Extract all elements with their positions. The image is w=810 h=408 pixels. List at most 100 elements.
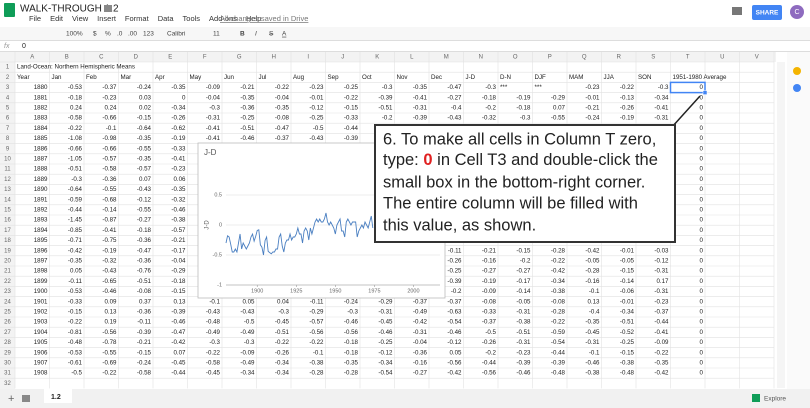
cell[interactable]: -0.01: [309, 94, 324, 101]
cell[interactable]: -0.81: [68, 329, 83, 336]
cell[interactable]: -0.38: [516, 319, 531, 326]
menu-item[interactable]: Insert: [97, 14, 117, 23]
cell[interactable]: -0.4: [451, 105, 462, 112]
cell[interactable]: -0.18: [137, 227, 152, 234]
cell[interactable]: -0.43: [206, 309, 221, 316]
cell[interactable]: -0.35: [137, 156, 152, 163]
cell[interactable]: -0.45: [275, 319, 290, 326]
avatar-initial[interactable]: C: [794, 9, 799, 16]
cell[interactable]: Nov: [397, 74, 409, 81]
menu-item[interactable]: Edit: [50, 14, 64, 23]
cell[interactable]: 1897: [34, 258, 48, 265]
cell[interactable]: -0.32: [482, 115, 497, 122]
cell[interactable]: -0.09: [482, 288, 497, 295]
cell[interactable]: -0.98: [102, 135, 117, 142]
cell[interactable]: -0.46: [240, 135, 255, 142]
cell[interactable]: -0.62: [171, 125, 186, 132]
cell[interactable]: -0.18: [516, 105, 531, 112]
cell[interactable]: -0.49: [240, 360, 255, 367]
cell[interactable]: -0.71: [68, 237, 83, 244]
cell[interactable]: -0.27: [516, 268, 531, 275]
cell[interactable]: -0.29: [378, 298, 393, 305]
cell[interactable]: Apr: [155, 74, 165, 81]
decimal-less[interactable]: .0: [117, 31, 123, 38]
cell[interactable]: -0.42: [654, 370, 669, 377]
cell[interactable]: Sep: [328, 74, 340, 81]
menu-item[interactable]: Add-ons: [209, 14, 237, 23]
cell[interactable]: 0.07: [173, 349, 186, 356]
avatar[interactable]: [790, 5, 804, 19]
cell[interactable]: -0.5: [244, 319, 255, 326]
cell[interactable]: -0.43: [309, 135, 324, 142]
cell[interactable]: 0: [700, 278, 704, 285]
cell[interactable]: 0.13: [104, 309, 117, 316]
cell[interactable]: -0.51: [620, 319, 635, 326]
cell[interactable]: -0.26: [620, 105, 635, 112]
cell[interactable]: -0.12: [137, 196, 152, 203]
cell[interactable]: -0.29: [551, 94, 566, 101]
cell[interactable]: -0.33: [482, 309, 497, 316]
cell[interactable]: -0.35: [171, 186, 186, 193]
cell[interactable]: 0: [700, 329, 704, 336]
cell[interactable]: -0.05: [585, 258, 600, 265]
share-label[interactable]: SHARE: [756, 10, 779, 17]
cell[interactable]: -0.19: [620, 115, 635, 122]
cell[interactable]: -0.51: [240, 125, 255, 132]
cell[interactable]: -0.49: [413, 309, 428, 316]
cell[interactable]: 1902: [34, 309, 48, 316]
cell[interactable]: -0.39: [551, 360, 566, 367]
cell[interactable]: 0: [700, 176, 704, 183]
cell[interactable]: -0.24: [585, 115, 600, 122]
cell[interactable]: -0.49: [206, 329, 221, 336]
cell[interactable]: 1898: [34, 268, 48, 275]
cell[interactable]: -0.3: [278, 309, 289, 316]
cell[interactable]: -0.53: [68, 349, 83, 356]
cell[interactable]: -0.45: [206, 370, 221, 377]
cell[interactable]: -0.28: [344, 370, 359, 377]
cell[interactable]: 0.13: [587, 298, 600, 305]
cell[interactable]: -0.33: [344, 115, 359, 122]
cell[interactable]: 1885: [34, 135, 48, 142]
cell[interactable]: -0.31: [378, 309, 393, 316]
cell[interactable]: -0.55: [102, 349, 117, 356]
cell[interactable]: 0.13: [173, 298, 186, 305]
cell[interactable]: -0.26: [275, 349, 290, 356]
cell[interactable]: -0.22: [68, 125, 83, 132]
cell[interactable]: 0: [700, 207, 704, 214]
cell[interactable]: 0.05: [70, 268, 83, 275]
cell[interactable]: -0.56: [447, 360, 462, 367]
cell[interactable]: -0.36: [413, 349, 428, 356]
cell[interactable]: -0.18: [344, 349, 359, 356]
cell[interactable]: -0.3: [71, 176, 82, 183]
cell[interactable]: -0.21: [482, 247, 497, 254]
cell[interactable]: -0.15: [620, 349, 635, 356]
cell[interactable]: -0.51: [378, 105, 393, 112]
cell[interactable]: -0.4: [589, 309, 600, 316]
cell[interactable]: -0.23: [102, 94, 117, 101]
cell[interactable]: -0.28: [551, 309, 566, 316]
cell[interactable]: -0.64: [68, 186, 83, 193]
cell[interactable]: -0.31: [654, 115, 669, 122]
cell[interactable]: -0.37: [102, 84, 117, 91]
cell[interactable]: -0.58: [206, 360, 221, 367]
cell[interactable]: 0: [700, 84, 704, 91]
cell[interactable]: -0.29: [309, 309, 324, 316]
cell[interactable]: 0: [700, 105, 704, 112]
cell[interactable]: -0.19: [516, 94, 531, 101]
scrollbar[interactable]: [777, 62, 785, 388]
cell[interactable]: ***: [500, 84, 508, 91]
cell[interactable]: 1907: [34, 360, 48, 367]
cell[interactable]: -0.45: [171, 360, 186, 367]
cell[interactable]: 0.04: [277, 298, 290, 305]
cell[interactable]: -0.2: [382, 115, 393, 122]
cell[interactable]: -0.46: [516, 370, 531, 377]
sheets-logo[interactable]: [4, 3, 15, 17]
cell[interactable]: 0.24: [104, 105, 117, 112]
cell[interactable]: 1899: [34, 278, 48, 285]
cell[interactable]: 0: [700, 339, 704, 346]
fill-handle[interactable]: [702, 90, 708, 95]
cell[interactable]: -0.35: [275, 105, 290, 112]
cell[interactable]: -0.25: [447, 268, 462, 275]
cell[interactable]: -0.22: [102, 370, 117, 377]
cell[interactable]: -0.51: [137, 278, 152, 285]
